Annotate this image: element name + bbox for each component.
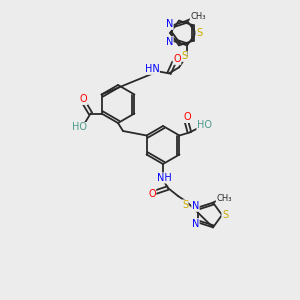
Text: S: S	[182, 200, 188, 210]
Text: O: O	[80, 94, 87, 104]
Text: N: N	[166, 20, 173, 29]
Text: O: O	[184, 112, 191, 122]
Text: HO: HO	[197, 121, 212, 130]
Text: N: N	[166, 37, 173, 46]
Text: CH₃: CH₃	[216, 194, 232, 203]
Text: N: N	[192, 201, 199, 212]
Text: S: S	[196, 28, 202, 38]
Text: CH₃: CH₃	[190, 12, 206, 21]
Text: O: O	[148, 189, 156, 199]
Text: HO: HO	[72, 122, 87, 133]
Text: S: S	[181, 51, 187, 62]
Text: S: S	[222, 210, 228, 220]
Text: NH: NH	[157, 173, 171, 183]
Text: O: O	[173, 54, 181, 64]
Text: HN: HN	[145, 64, 159, 74]
Text: N: N	[192, 219, 199, 229]
